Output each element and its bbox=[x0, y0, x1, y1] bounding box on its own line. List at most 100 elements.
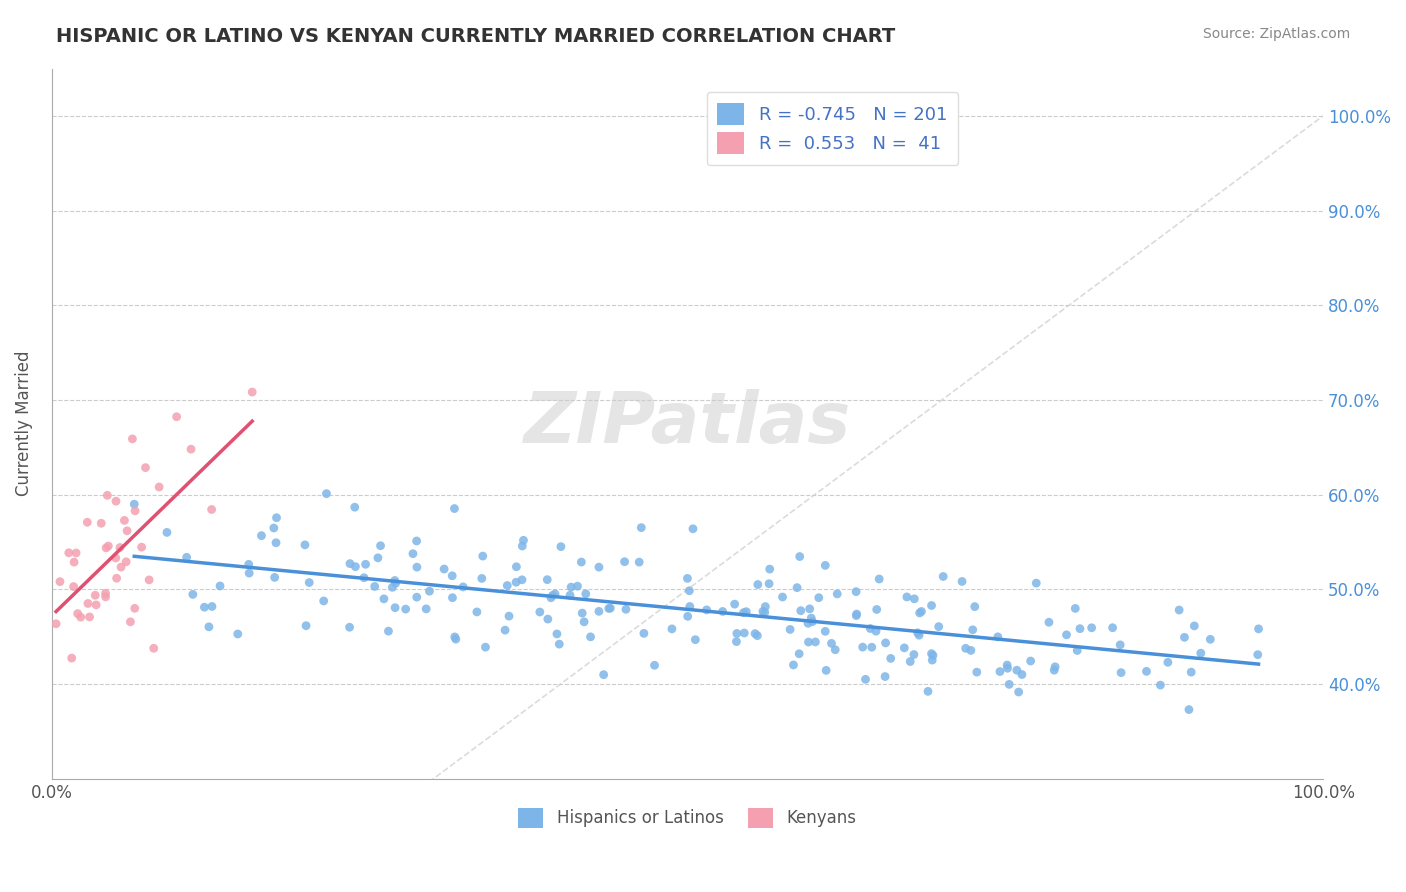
Point bbox=[875, 636, 897, 650]
Point bbox=[180, 442, 202, 457]
Point bbox=[181, 587, 204, 601]
Point bbox=[801, 615, 824, 629]
Point bbox=[1056, 628, 1078, 642]
Point bbox=[367, 550, 389, 565]
Point bbox=[779, 623, 801, 637]
Point bbox=[395, 602, 418, 616]
Point bbox=[142, 641, 165, 656]
Point bbox=[724, 597, 747, 611]
Point bbox=[505, 559, 527, 574]
Point bbox=[354, 558, 377, 572]
Point bbox=[540, 591, 562, 605]
Y-axis label: Currently Married: Currently Married bbox=[15, 351, 32, 497]
Point bbox=[814, 558, 837, 573]
Point bbox=[550, 540, 572, 554]
Point bbox=[588, 604, 610, 618]
Point bbox=[156, 525, 179, 540]
Point bbox=[866, 602, 889, 616]
Point bbox=[339, 557, 361, 571]
Text: ZIPatlas: ZIPatlas bbox=[524, 389, 851, 458]
Point bbox=[65, 546, 87, 560]
Point bbox=[633, 626, 655, 640]
Point bbox=[1005, 663, 1028, 677]
Point bbox=[744, 626, 766, 640]
Point bbox=[474, 640, 496, 655]
Point bbox=[343, 500, 366, 515]
Point bbox=[800, 611, 823, 625]
Point bbox=[510, 539, 533, 553]
Point bbox=[579, 630, 602, 644]
Point bbox=[917, 684, 939, 698]
Point bbox=[790, 604, 813, 618]
Point bbox=[896, 590, 918, 604]
Point bbox=[512, 533, 534, 548]
Point bbox=[908, 628, 931, 642]
Legend: Hispanics or Latinos, Kenyans: Hispanics or Latinos, Kenyans bbox=[512, 801, 863, 835]
Point bbox=[747, 577, 769, 591]
Point bbox=[752, 604, 775, 618]
Point bbox=[908, 606, 931, 620]
Point bbox=[344, 559, 367, 574]
Point bbox=[110, 560, 132, 574]
Point bbox=[1008, 685, 1031, 699]
Point bbox=[661, 622, 683, 636]
Point bbox=[193, 600, 215, 615]
Point bbox=[441, 569, 464, 583]
Point bbox=[405, 590, 427, 604]
Point bbox=[124, 504, 146, 518]
Point bbox=[471, 549, 494, 563]
Point bbox=[63, 555, 86, 569]
Point bbox=[880, 651, 903, 665]
Point bbox=[1038, 615, 1060, 630]
Point bbox=[339, 620, 361, 634]
Point bbox=[575, 587, 598, 601]
Point bbox=[198, 620, 221, 634]
Point bbox=[166, 409, 188, 424]
Point bbox=[1173, 631, 1195, 645]
Point bbox=[845, 607, 868, 621]
Text: Source: ZipAtlas.com: Source: ZipAtlas.com bbox=[1202, 27, 1350, 41]
Point bbox=[266, 510, 288, 524]
Point bbox=[1178, 703, 1201, 717]
Point bbox=[598, 601, 620, 615]
Point bbox=[529, 605, 551, 619]
Point bbox=[679, 599, 702, 614]
Point bbox=[955, 641, 977, 656]
Point bbox=[571, 606, 593, 620]
Point bbox=[987, 630, 1010, 644]
Point bbox=[377, 624, 399, 639]
Point bbox=[1180, 665, 1202, 680]
Point bbox=[1025, 576, 1047, 591]
Point bbox=[84, 588, 107, 602]
Point bbox=[814, 624, 837, 639]
Point bbox=[696, 603, 718, 617]
Point bbox=[910, 605, 932, 619]
Point bbox=[845, 608, 868, 623]
Point bbox=[104, 551, 127, 566]
Point bbox=[60, 651, 83, 665]
Point bbox=[104, 494, 127, 508]
Point bbox=[96, 488, 118, 502]
Point bbox=[505, 575, 527, 590]
Point bbox=[845, 584, 868, 599]
Point bbox=[384, 600, 406, 615]
Point bbox=[264, 535, 287, 549]
Point bbox=[804, 635, 827, 649]
Point bbox=[995, 658, 1018, 673]
Point bbox=[498, 609, 520, 624]
Point bbox=[572, 615, 595, 629]
Point bbox=[405, 533, 427, 548]
Point bbox=[1043, 660, 1066, 674]
Point bbox=[825, 587, 848, 601]
Point bbox=[312, 594, 335, 608]
Point bbox=[560, 580, 582, 594]
Point bbox=[131, 540, 153, 554]
Text: HISPANIC OR LATINO VS KENYAN CURRENTLY MARRIED CORRELATION CHART: HISPANIC OR LATINO VS KENYAN CURRENTLY M… bbox=[56, 27, 896, 45]
Point bbox=[496, 578, 519, 592]
Point bbox=[226, 627, 249, 641]
Point bbox=[799, 602, 821, 616]
Point bbox=[921, 653, 943, 667]
Point bbox=[893, 640, 915, 655]
Point bbox=[789, 549, 811, 564]
Point bbox=[546, 627, 568, 641]
